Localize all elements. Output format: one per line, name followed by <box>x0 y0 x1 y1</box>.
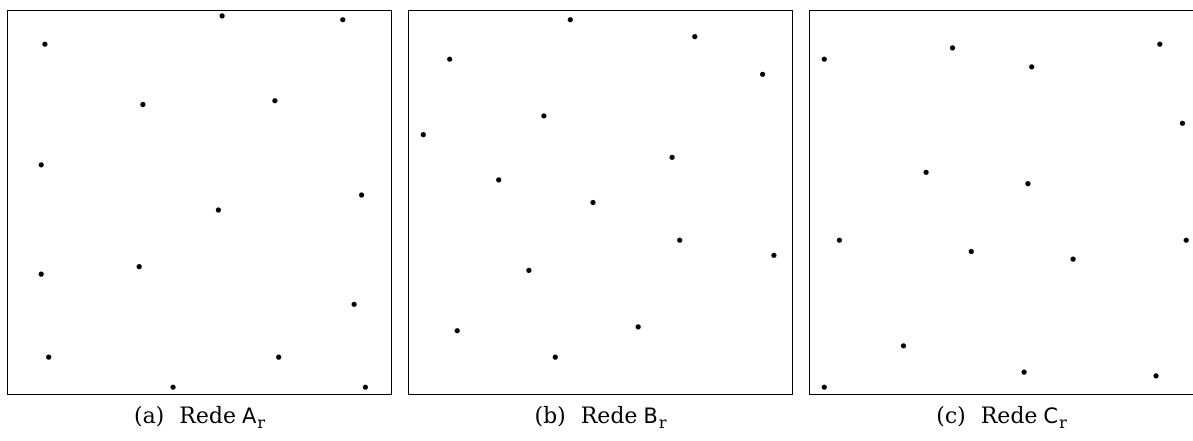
node-point <box>42 41 48 47</box>
node-point <box>760 71 766 77</box>
node-point <box>1021 369 1027 375</box>
node-point <box>567 17 573 23</box>
plot-frame <box>809 10 1193 395</box>
panel-c <box>809 10 1193 395</box>
caption-c: (c) Rede Cr <box>809 404 1193 432</box>
node-point <box>821 56 827 62</box>
caption-word-c: Rede <box>980 404 1038 429</box>
node-point <box>38 271 44 277</box>
network-plot-a <box>7 10 392 395</box>
node-point <box>692 34 698 40</box>
node-point <box>677 237 683 243</box>
plot-frame <box>7 10 392 395</box>
node-point <box>454 328 460 334</box>
node-point <box>590 199 596 206</box>
node-point <box>1153 373 1159 379</box>
node-point <box>526 267 532 273</box>
caption-letter-b: B <box>643 404 658 428</box>
caption-letter-c: C <box>1043 404 1059 428</box>
node-point <box>362 384 368 390</box>
node-point <box>420 132 426 138</box>
node-point <box>541 113 547 119</box>
node-point <box>140 101 146 108</box>
node-point <box>949 45 956 51</box>
caption-word-a: Rede <box>179 404 236 429</box>
node-point <box>923 169 929 175</box>
node-point <box>1029 64 1035 70</box>
caption-b: (b) Rede Br <box>408 404 793 432</box>
node-point <box>276 354 282 360</box>
node-point <box>771 252 777 258</box>
node-point <box>821 384 827 390</box>
node-point <box>1070 256 1076 262</box>
network-plot-c <box>809 10 1193 395</box>
node-point <box>38 162 44 168</box>
node-point <box>272 98 278 104</box>
caption-tag-c: (c) <box>936 404 966 429</box>
caption-word-b: Rede <box>580 404 638 429</box>
node-point <box>1025 181 1031 187</box>
node-point <box>968 248 974 255</box>
node-point <box>1179 120 1186 126</box>
caption-a: (a) Rede Ar <box>7 404 392 432</box>
node-point <box>669 154 675 160</box>
plot-frame <box>408 10 793 395</box>
node-point <box>359 192 365 198</box>
caption-tag-b: (b) <box>534 404 566 429</box>
node-point <box>836 237 842 243</box>
panel-a <box>7 10 392 395</box>
node-point <box>46 354 52 360</box>
node-point <box>635 324 641 330</box>
node-point <box>219 13 225 19</box>
network-plot-b <box>408 10 793 395</box>
panel-b <box>408 10 793 395</box>
node-point <box>1157 41 1163 47</box>
node-point <box>1183 237 1189 243</box>
node-point <box>136 264 142 270</box>
caption-letter-a: A <box>241 404 257 428</box>
node-point <box>215 207 221 213</box>
caption-sub-c: r <box>1059 413 1067 432</box>
node-point <box>552 354 558 360</box>
node-point <box>496 177 502 183</box>
node-point <box>340 17 346 23</box>
node-point <box>170 384 176 390</box>
caption-sub-a: r <box>257 413 265 432</box>
caption-sub-b: r <box>658 413 667 432</box>
node-point <box>351 301 357 307</box>
node-point <box>900 343 907 349</box>
caption-tag-a: (a) <box>133 404 165 429</box>
node-point <box>447 56 453 62</box>
